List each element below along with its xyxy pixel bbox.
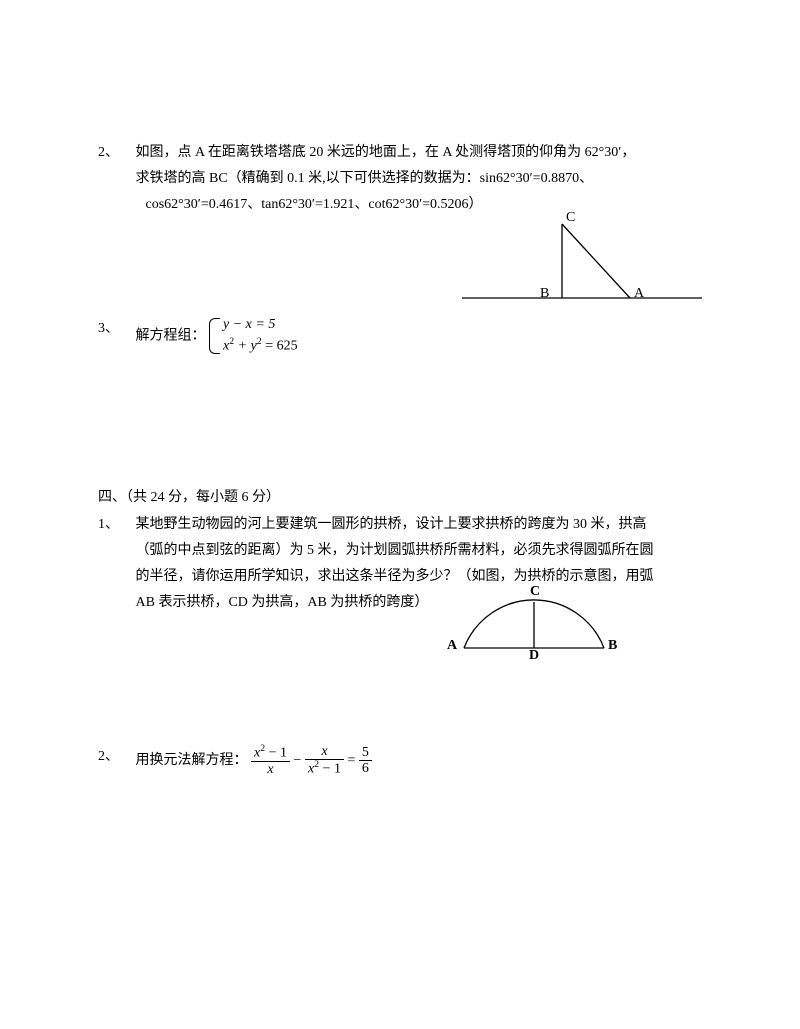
p2-line1: 如图，点 A 在距离铁塔塔底 20 米远的地面上，在 A 处测得塔顶的仰角为 6… xyxy=(136,145,636,160)
problem-3: 3、 解方程组： y − x = 5 x2 + y2 = 625 xyxy=(98,316,710,356)
f3-den: 6 xyxy=(359,760,372,776)
equation-system: y − x = 5 x2 + y2 = 625 xyxy=(209,316,298,356)
tower-label-b: B xyxy=(540,286,549,302)
p4-1-line1: 某地野生动物园的河上要建筑一圆形的拱桥，设计上要求拱桥的跨度为 30 米，拱高 xyxy=(136,517,647,532)
problem-2-body: 如图，点 A 在距离铁塔塔底 20 米远的地面上，在 A 处测得塔顶的仰角为 6… xyxy=(136,140,696,218)
f3-num: 5 xyxy=(359,745,372,760)
p4-1-line2: （弧的中点到弦的距离）为 5 米，为计划圆弧拱桥所需材料，必须先求得圆弧所在圆 xyxy=(136,543,654,558)
figure-arc: A B C D xyxy=(444,588,624,666)
frac-1: x2 − 1 x xyxy=(251,744,290,777)
p4-1-line3: 的半径，请你运用所学知识，求出这条半径为多少？（如图，为拱桥的示意图，用弧 xyxy=(136,569,654,584)
problem-2-number: 2、 xyxy=(98,140,132,166)
eq2-y: + y xyxy=(234,338,257,353)
eq2: x2 + y2 = 625 xyxy=(223,335,298,357)
arc-label-b: B xyxy=(608,638,617,654)
f1-num-rest: − 1 xyxy=(265,745,287,760)
frac-3: 5 6 xyxy=(359,745,372,777)
problem-4-1-number: 1、 xyxy=(98,512,132,538)
eq-equals: = xyxy=(347,753,358,768)
eq-minus: − xyxy=(294,753,305,768)
problem-4-2-label: 用换元法解方程： xyxy=(136,753,248,768)
problem-3-number: 3、 xyxy=(98,316,132,342)
tower-label-c: C xyxy=(566,210,575,226)
p2-line3: cos62°30′=0.4617、tan62°30′=1.921、cot62°3… xyxy=(136,197,483,212)
frac-2: x x2 − 1 xyxy=(305,744,344,777)
arc-label-c: C xyxy=(530,584,540,600)
f1-den: x xyxy=(251,761,290,777)
p2-line2: 求铁塔的高 BC（精确到 0.1 米,以下可供选择的数据为：sin62°30′=… xyxy=(136,171,594,186)
problem-2: 2、 如图，点 A 在距离铁塔塔底 20 米远的地面上，在 A 处测得塔顶的仰角… xyxy=(98,140,710,218)
section-4-heading: 四、（共 24 分，每小题 6 分） xyxy=(98,486,710,506)
problem-4-2: 2、 用换元法解方程： x2 − 1 x − x x2 − 1 = 5 6 xyxy=(98,744,710,777)
f2-num: x xyxy=(305,744,344,759)
problem-4-2-number: 2、 xyxy=(98,744,132,770)
arc-label-a: A xyxy=(447,638,457,654)
f2-den-rest: − 1 xyxy=(319,762,341,777)
eq1: y − x = 5 xyxy=(223,316,298,335)
p4-1-line4: AB 表示拱桥，CD 为拱高，AB 为拱桥的跨度） xyxy=(136,595,429,610)
problem-3-label: 解方程组： xyxy=(136,328,206,343)
figure-tower: C B A xyxy=(462,218,702,312)
tower-label-a: A xyxy=(634,286,644,302)
problem-4-2-eq: x2 − 1 x − x x2 − 1 = 5 6 xyxy=(251,753,372,768)
eq2-rhs: = 625 xyxy=(262,338,298,353)
arc-label-d: D xyxy=(529,648,539,664)
